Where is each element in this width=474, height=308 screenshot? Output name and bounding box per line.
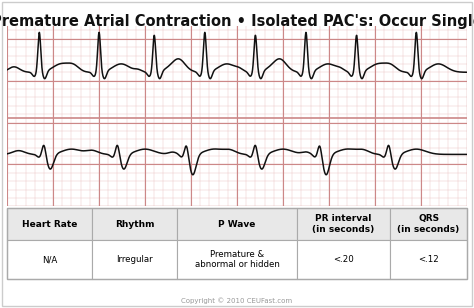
- Text: Heart Rate: Heart Rate: [22, 220, 77, 229]
- Bar: [92, 241, 177, 279]
- Text: QRS
(in seconds): QRS (in seconds): [398, 214, 460, 234]
- Bar: [390, 208, 467, 241]
- Text: Irregular: Irregular: [117, 255, 153, 264]
- Bar: [297, 241, 390, 279]
- Text: Premature &
abnormal or hidden: Premature & abnormal or hidden: [194, 250, 280, 269]
- Bar: [7, 241, 92, 279]
- Bar: [390, 241, 467, 279]
- Text: <.20: <.20: [333, 255, 354, 264]
- Bar: [177, 241, 297, 279]
- Bar: [92, 208, 177, 241]
- Text: <.12: <.12: [418, 255, 439, 264]
- Bar: [297, 208, 390, 241]
- Text: PR interval
(in seconds): PR interval (in seconds): [312, 214, 374, 234]
- Bar: [7, 208, 92, 241]
- Text: N/A: N/A: [42, 255, 57, 264]
- Bar: [177, 208, 297, 241]
- Text: Rhythm: Rhythm: [115, 220, 155, 229]
- Text: Premature Atrial Contraction • Isolated PAC's: Occur Single: Premature Atrial Contraction • Isolated …: [0, 14, 474, 29]
- Text: Copyright © 2010 CEUFast.com: Copyright © 2010 CEUFast.com: [182, 297, 292, 304]
- Text: P Wave: P Wave: [219, 220, 255, 229]
